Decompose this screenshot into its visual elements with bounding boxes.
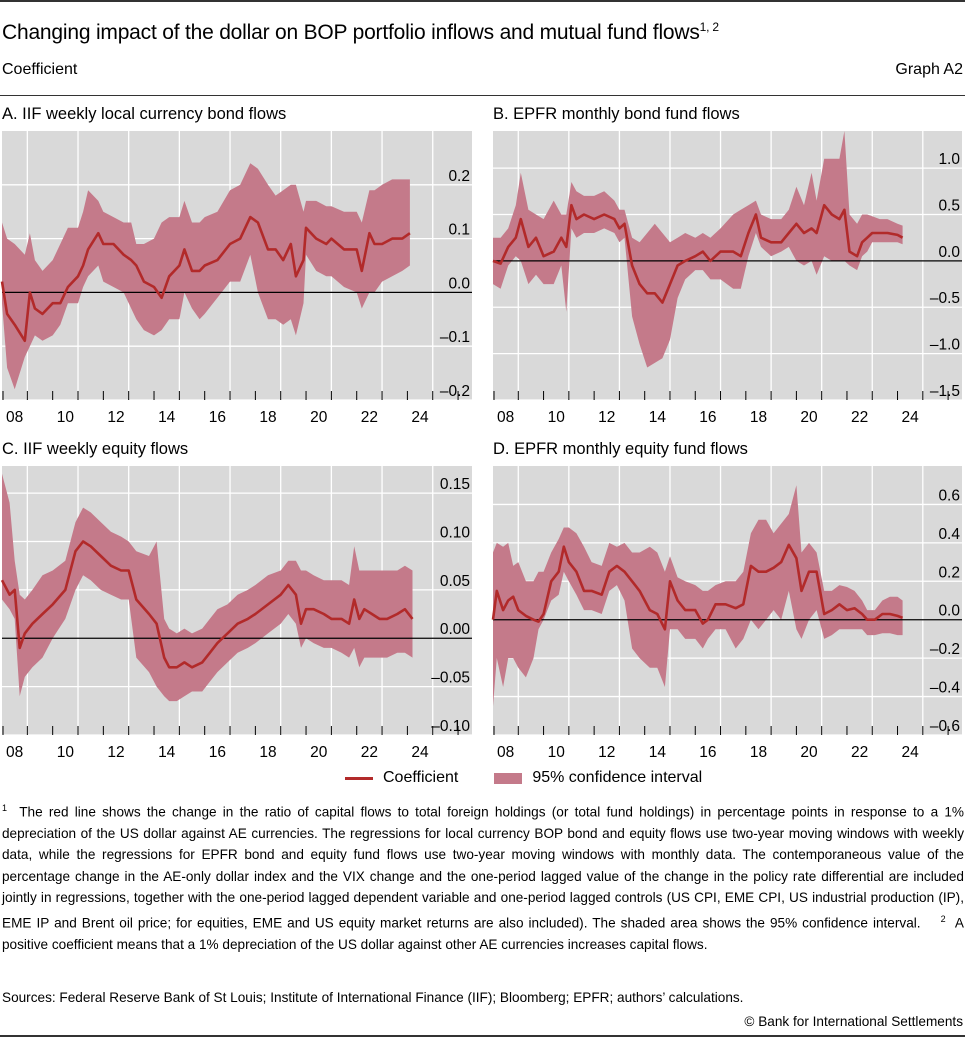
- y-tick-label: 1.0: [938, 151, 960, 168]
- y-tick-label: 0.2: [938, 564, 960, 581]
- x-tick-label: 12: [598, 744, 615, 760]
- y-tick-label: 0.00: [440, 621, 471, 638]
- chart-title-text: Changing impact of the dollar on BOP por…: [2, 21, 700, 44]
- coefficient-line: [0, 215, 411, 343]
- copyright: © Bank for International Settlements: [744, 1014, 963, 1029]
- panel-a: 08 10 12 14 16 18 20 22 24 0.2 0.1 0.0 –0.1 –0.2: [0, 131, 472, 426]
- x-tick-label: 20: [310, 409, 328, 426]
- x-tick-label: 14: [158, 744, 176, 760]
- y-tick-label: 0.0: [938, 244, 960, 261]
- footnotes: 1 The red line shows the change in the r…: [2, 798, 964, 955]
- x-tick-label: 16: [209, 744, 226, 760]
- confidence-band: [2, 473, 413, 702]
- x-tick-label: 22: [851, 744, 868, 760]
- bottom-rule: [0, 1035, 965, 1037]
- y-tick-label: 0.6: [938, 487, 960, 504]
- panel-b: 08 10 12 14 16 18 20 22 24 1.0 0.5 0.0 –0.5 –1.0 –1.5: [492, 131, 962, 426]
- x-tick-label: 18: [259, 744, 276, 760]
- coefficient-line: [0, 540, 414, 669]
- x-tick-label: 20: [800, 744, 818, 760]
- coefficient-line: [491, 543, 904, 631]
- x-tick-label: 08: [497, 409, 514, 426]
- legend: Coefficient 95% confidence interval: [345, 769, 702, 787]
- y-tick-label: 0.0: [448, 275, 470, 292]
- x-tick-label: 16: [209, 409, 226, 426]
- x-tick-label: 16: [699, 409, 716, 426]
- charts-canvas: 08 10 12 14 16 18 20 22 24 0.2 0.1 0.0 –0.1 –0.2 08 10 1…: [0, 131, 962, 760]
- y-tick-label: –0.2: [440, 383, 470, 400]
- y-tick-label: –0.6: [930, 718, 960, 735]
- x-tick-label: 16: [699, 744, 716, 760]
- y-tick-label: –0.05: [431, 670, 470, 687]
- x-tick-label: 18: [750, 744, 767, 760]
- footnote-1: The red line shows the change in the rat…: [2, 804, 965, 931]
- confidence-band: [2, 163, 410, 390]
- y-tick-label: 0.05: [440, 573, 470, 590]
- y-tick-label: –1.5: [930, 383, 960, 400]
- header-rule: [0, 95, 965, 96]
- x-tick-label: 24: [411, 744, 429, 760]
- y-tick-label: 0.10: [440, 524, 471, 541]
- x-tick-label: 24: [902, 744, 920, 760]
- x-tick-label: 24: [411, 409, 429, 426]
- x-tick-label: 08: [497, 744, 514, 760]
- x-tick-label: 08: [6, 409, 23, 426]
- chart-title: Changing impact of the dollar on BOP por…: [2, 20, 719, 45]
- y-tick-label: 0.15: [440, 476, 470, 493]
- x-tick-label: 18: [259, 409, 276, 426]
- x-tick-label: 22: [361, 409, 378, 426]
- x-tick-label: 10: [57, 744, 75, 760]
- x-tick-label: 12: [598, 409, 615, 426]
- legend-band-label: 95% confidence interval: [532, 769, 703, 786]
- y-tick-label: –0.10: [431, 718, 470, 735]
- x-tick-label: 14: [158, 409, 176, 426]
- x-tick-label: 20: [800, 409, 818, 426]
- x-tick-label: 12: [107, 409, 124, 426]
- y-tick-label: 0.0: [938, 603, 960, 620]
- x-tick-label: 10: [548, 744, 566, 760]
- x-tick-label: 20: [310, 744, 328, 760]
- legend-band-swatch: [494, 772, 523, 784]
- panel-d: 08 10 12 14 16 18 20 22 24 0.6 0.4 0.2 0.0 –0.2 –0.4 –0…: [491, 466, 962, 760]
- panel-d-title: D. EPFR monthly equity fund flows: [493, 440, 748, 458]
- coefficient-line: [492, 203, 904, 304]
- panel-b-title: B. EPFR monthly bond fund flows: [493, 105, 740, 123]
- footnote-1-marker: 1: [2, 803, 8, 813]
- x-tick-label: 14: [649, 744, 667, 760]
- x-tick-label: 12: [107, 744, 124, 760]
- y-tick-label: –0.2: [930, 641, 960, 658]
- y-tick-label: –0.5: [930, 290, 960, 307]
- x-tick-label: 22: [361, 744, 378, 760]
- graph-id: Graph A2: [895, 61, 963, 78]
- y-tick-label: –0.4: [930, 680, 961, 697]
- y-tick-label: 0.1: [448, 222, 470, 239]
- x-tick-label: 22: [851, 409, 868, 426]
- legend-line-label: Coefficient: [383, 769, 459, 786]
- x-tick-label: 14: [649, 409, 667, 426]
- x-tick-label: 08: [6, 744, 23, 760]
- y-tick-label: 0.2: [448, 168, 470, 185]
- x-tick-label: 10: [548, 409, 566, 426]
- x-tick-label: 10: [57, 409, 75, 426]
- x-tick-label: 18: [750, 409, 767, 426]
- panel-a-title: A. IIF weekly local currency bond flows: [2, 105, 287, 123]
- panel-c-title: C. IIF weekly equity flows: [2, 440, 189, 458]
- y-tick-label: –1.0: [930, 337, 961, 354]
- y-tick-label: 0.5: [938, 197, 960, 214]
- footnote-2: A positive coefficient means that a 1% d…: [2, 915, 964, 952]
- unit-label: Coefficient: [2, 61, 78, 78]
- confidence-band: [493, 485, 903, 707]
- sources: Sources: Federal Reserve Bank of St Loui…: [2, 990, 744, 1005]
- y-tick-label: –0.1: [440, 329, 470, 346]
- panel-c: 08 10 12 14 16 18 20 22 24 0.15 0.10 0.05 0.00 –0.05 –…: [0, 466, 472, 760]
- footnote-2-marker: 2: [940, 913, 946, 924]
- y-tick-label: 0.4: [938, 526, 960, 543]
- confidence-band: [493, 131, 903, 368]
- legend-line-swatch: [345, 776, 373, 780]
- title-footnote-ref: 1, 2: [699, 20, 719, 34]
- top-rule: [0, 0, 965, 2]
- x-tick-label: 24: [902, 409, 920, 426]
